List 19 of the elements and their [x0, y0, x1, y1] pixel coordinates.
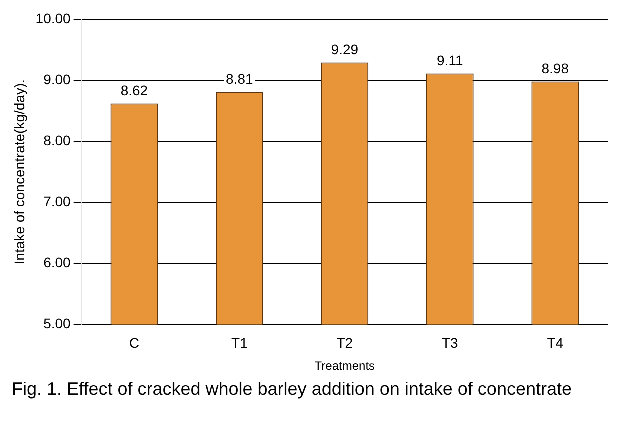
x-axis-title: Treatments [314, 359, 376, 374]
data-label: 8.62 [120, 82, 148, 99]
data-label: 8.98 [542, 60, 570, 77]
y-tick-label: 5.00 [44, 316, 72, 332]
y-tick-label: 9.00 [44, 71, 72, 88]
x-tick-label: T4 [547, 335, 564, 352]
y-axis-title: Intake of concentrate(kg/day). [11, 79, 28, 265]
data-label: 9.11 [437, 52, 464, 69]
y-tick-label: 10.00 [36, 10, 72, 26]
data-label: 9.29 [331, 42, 359, 58]
x-tick-label: T2 [336, 335, 354, 352]
data-label: 8.81 [226, 70, 254, 87]
y-tick-label: 7.00 [44, 194, 72, 210]
x-tick-label: C [129, 335, 140, 352]
x-tick-label: T1 [232, 335, 248, 352]
caption: Fig. 1. Effect of cracked whole barley addition on intake of concentrate [11, 378, 573, 400]
x-tick-label: T3 [442, 335, 459, 352]
y-tick-label: 6.00 [44, 254, 72, 271]
y-tick-label: 8.00 [44, 132, 72, 148]
